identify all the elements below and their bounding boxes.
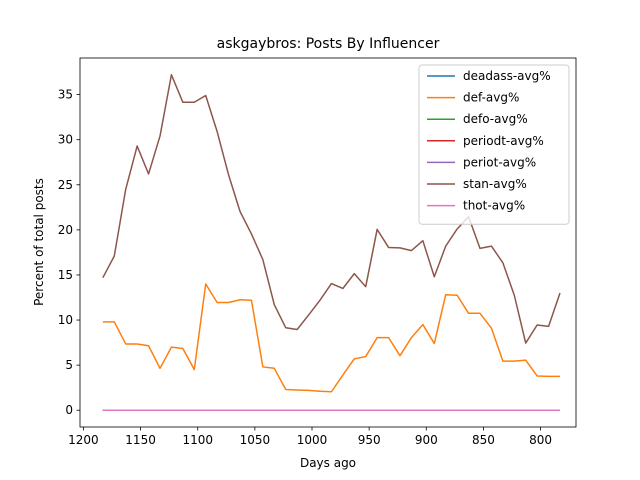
y-tick-label: 35 [58,88,73,102]
x-axis-label: Days ago [300,456,356,470]
legend-box [418,64,570,225]
axes-frame [79,57,577,428]
y-tick-label: 25 [58,178,73,192]
legend-label-defo-avg: defo-avg% [463,112,528,126]
x-tick-label: 950 [358,433,381,447]
legend-label-deadass-avg: deadass-avg% [463,69,551,83]
series-line-stan-avg [102,74,561,344]
x-tick-label: 1000 [297,433,328,447]
legend-label-periodt-avg: periodt-avg% [463,134,544,148]
y-tick-label: 10 [58,313,73,327]
x-tick-label: 800 [529,433,552,447]
x-tick-label: 1100 [182,433,213,447]
y-tick-label: 5 [65,358,73,372]
x-tick-label: 1050 [240,433,271,447]
legend: deadass-avg% def-avg% defo-avg% periodt-avg… [418,64,570,225]
x-tick-label: 900 [415,433,438,447]
y-tick-label: 0 [65,403,73,417]
plot-area: 1200 1150 1100 1050 1000 950 900 850 800 0 5 10 15 20… [58,57,577,447]
y-tick-label: 20 [58,223,73,237]
x-tick-label: 1150 [125,433,156,447]
series-line-def-avg [102,283,560,393]
y-tick-label: 15 [58,268,73,282]
y-tick-label: 30 [58,133,73,147]
x-tick-label: 850 [472,433,495,447]
y-axis-label: Percent of total posts [32,178,46,306]
legend-label-periot-avg: periot-avg% [463,155,536,169]
legend-label-thot-avg: thot-avg% [463,199,525,213]
legend-label-stan-avg: stan-avg% [463,177,527,191]
legend-label-def-avg: def-avg% [463,91,519,105]
x-tick-label: 1200 [68,433,99,447]
chart-title: askgaybros: Posts By Influencer [217,36,440,52]
